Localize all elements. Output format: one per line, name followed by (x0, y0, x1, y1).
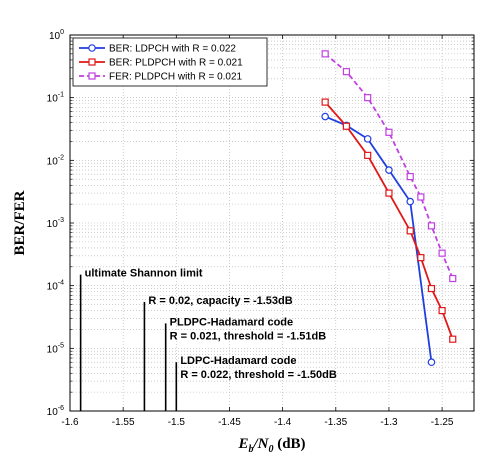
reference-label: R = 0.021, threshold = -1.51dB (170, 330, 327, 342)
legend-marker (88, 72, 96, 80)
data-point (427, 284, 436, 293)
x-tick-label: -1.35 (324, 417, 347, 428)
legend-entry: BER: PLDPCH with R = 0.021 (109, 58, 243, 69)
legend-marker (88, 58, 96, 66)
data-point (364, 94, 372, 102)
data-point (427, 222, 436, 230)
series-line (324, 53, 454, 279)
data-point (364, 151, 372, 159)
data-point (385, 189, 393, 197)
x-tick-label: -1.4 (274, 417, 292, 428)
data-point (438, 249, 446, 257)
reference-label: R = 0.022, threshold = -1.50dB (180, 369, 337, 381)
y-tick-label: 10-2 (47, 154, 64, 167)
reference-label: PLDPC-Hadamard code (170, 316, 293, 328)
reference-label: LDPC-Hadamard code (180, 355, 296, 367)
legend-entry: FER: PLDPCH with R = 0.021 (109, 72, 243, 83)
y-tick-label: 10-1 (47, 92, 64, 105)
data-point (417, 254, 425, 262)
series-2 (321, 50, 457, 283)
grid (69, 34, 474, 412)
data-point (385, 166, 393, 174)
y-tick-label: 10-6 (47, 405, 64, 418)
data-point (427, 358, 436, 367)
x-tick-label: -1.45 (218, 417, 241, 428)
data-point (417, 193, 425, 201)
legend-marker (88, 44, 96, 52)
y-tick-label: 10-5 (47, 342, 64, 355)
x-tick-label: -1.3 (380, 417, 398, 428)
data-point (385, 128, 393, 136)
x-tick-label: -1.5 (168, 417, 186, 428)
series-1 (321, 98, 457, 343)
legend-box (72, 37, 268, 87)
axis-ticks: -1.6 -1.55 -1.5 -1.45 -1.4 -1.35 -1.3 -1.25 10-6… (47, 29, 474, 428)
data-point (342, 68, 351, 76)
data-point (363, 135, 372, 143)
legend: BER: LDPCH with R = 0.022 BER: PLDPCH wit… (72, 37, 268, 87)
data-point (406, 227, 414, 235)
x-tick-label: -1.55 (112, 417, 135, 428)
x-axis-label: Eb/N0 (dB) (237, 436, 305, 455)
data-point (342, 122, 351, 130)
data-point (438, 307, 446, 315)
data-point (449, 335, 457, 343)
reference-lines: ultimate Shannon limit R = 0.02, capacity… (79, 268, 337, 411)
data-point (449, 274, 457, 283)
y-axis-label: BER/FER (12, 190, 28, 255)
data-point (321, 50, 329, 58)
data-point (406, 197, 415, 206)
y-tick-label: 100 (49, 29, 64, 42)
reference-label: ultimate Shannon limit (85, 268, 203, 280)
reference-label: R = 0.02, capacity = -1.53dB (148, 295, 292, 307)
legend-entry: BER: LDPCH with R = 0.022 (109, 44, 236, 55)
data-point (406, 173, 414, 181)
data-point (321, 112, 329, 121)
x-tick-label: -1.25 (431, 417, 454, 428)
x-tick-label: -1.6 (61, 417, 79, 428)
data-point (321, 98, 329, 106)
y-tick-label: 10-3 (47, 217, 64, 230)
y-tick-label: 10-4 (47, 280, 64, 293)
data-series (321, 50, 457, 367)
